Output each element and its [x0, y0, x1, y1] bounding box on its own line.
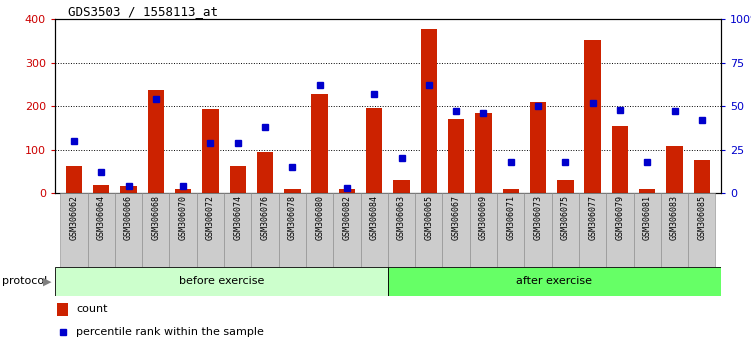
Bar: [339, 189, 355, 193]
FancyBboxPatch shape: [55, 267, 388, 296]
Text: GSM306078: GSM306078: [288, 195, 297, 240]
FancyBboxPatch shape: [634, 193, 661, 267]
Bar: [257, 152, 273, 193]
Text: after exercise: after exercise: [517, 276, 593, 286]
Text: GSM306073: GSM306073: [533, 195, 542, 240]
Text: GSM306084: GSM306084: [369, 195, 379, 240]
FancyBboxPatch shape: [115, 193, 142, 267]
Bar: [584, 40, 601, 193]
Text: GDS3503 / 1558113_at: GDS3503 / 1558113_at: [68, 5, 218, 18]
Bar: [66, 166, 82, 193]
FancyBboxPatch shape: [388, 267, 721, 296]
Bar: [639, 189, 656, 193]
Text: GSM306064: GSM306064: [97, 195, 106, 240]
Bar: [394, 180, 410, 193]
FancyBboxPatch shape: [60, 193, 88, 267]
FancyBboxPatch shape: [388, 193, 415, 267]
Bar: [230, 166, 246, 193]
Text: protocol: protocol: [2, 276, 47, 286]
Bar: [421, 29, 437, 193]
FancyBboxPatch shape: [170, 193, 197, 267]
Bar: [666, 146, 683, 193]
Text: GSM306062: GSM306062: [69, 195, 78, 240]
FancyBboxPatch shape: [470, 193, 497, 267]
Text: GSM306067: GSM306067: [451, 195, 460, 240]
FancyBboxPatch shape: [279, 193, 306, 267]
Bar: [366, 108, 382, 193]
FancyBboxPatch shape: [224, 193, 252, 267]
Bar: [612, 126, 628, 193]
Text: GSM306075: GSM306075: [561, 195, 570, 240]
Text: GSM306085: GSM306085: [698, 195, 707, 240]
FancyBboxPatch shape: [333, 193, 360, 267]
Bar: [448, 119, 464, 193]
FancyBboxPatch shape: [442, 193, 470, 267]
Text: GSM306082: GSM306082: [342, 195, 351, 240]
Text: GSM306065: GSM306065: [424, 195, 433, 240]
FancyBboxPatch shape: [88, 193, 115, 267]
Bar: [557, 180, 574, 193]
Text: GSM306063: GSM306063: [397, 195, 406, 240]
Text: count: count: [76, 304, 107, 314]
Text: GSM306070: GSM306070: [179, 195, 188, 240]
Text: GSM306069: GSM306069: [479, 195, 488, 240]
FancyBboxPatch shape: [306, 193, 333, 267]
FancyBboxPatch shape: [661, 193, 688, 267]
Bar: [475, 113, 492, 193]
FancyBboxPatch shape: [415, 193, 442, 267]
Text: GSM306071: GSM306071: [506, 195, 515, 240]
FancyBboxPatch shape: [197, 193, 224, 267]
Bar: [175, 189, 192, 193]
Bar: [58, 303, 68, 316]
Bar: [502, 189, 519, 193]
Text: GSM306083: GSM306083: [670, 195, 679, 240]
FancyBboxPatch shape: [497, 193, 524, 267]
FancyBboxPatch shape: [252, 193, 279, 267]
Bar: [93, 185, 110, 193]
Text: GSM306074: GSM306074: [234, 195, 243, 240]
Text: GSM306072: GSM306072: [206, 195, 215, 240]
Bar: [312, 94, 328, 193]
Text: before exercise: before exercise: [179, 276, 264, 286]
Text: GSM306076: GSM306076: [261, 195, 270, 240]
FancyBboxPatch shape: [360, 193, 388, 267]
Text: percentile rank within the sample: percentile rank within the sample: [76, 327, 264, 337]
Text: GSM306079: GSM306079: [616, 195, 624, 240]
FancyBboxPatch shape: [579, 193, 606, 267]
Text: ▶: ▶: [43, 276, 51, 286]
Bar: [284, 189, 300, 193]
Bar: [530, 102, 546, 193]
Bar: [120, 187, 137, 193]
Text: GSM306077: GSM306077: [588, 195, 597, 240]
Text: GSM306068: GSM306068: [152, 195, 160, 240]
Bar: [148, 90, 164, 193]
Bar: [202, 109, 219, 193]
FancyBboxPatch shape: [552, 193, 579, 267]
Text: GSM306066: GSM306066: [124, 195, 133, 240]
Text: GSM306080: GSM306080: [315, 195, 324, 240]
FancyBboxPatch shape: [606, 193, 634, 267]
Text: GSM306081: GSM306081: [643, 195, 652, 240]
FancyBboxPatch shape: [524, 193, 552, 267]
Bar: [694, 160, 710, 193]
FancyBboxPatch shape: [688, 193, 716, 267]
FancyBboxPatch shape: [142, 193, 170, 267]
